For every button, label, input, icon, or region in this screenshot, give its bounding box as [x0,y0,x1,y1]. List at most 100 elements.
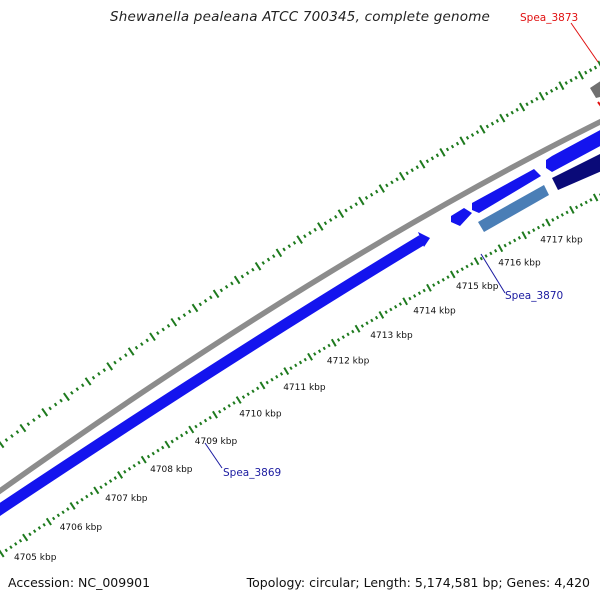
outer-tick [385,183,389,188]
gene-gray[interactable] [590,80,600,98]
tick-label: 4716 kbp [498,258,541,268]
outer-tick [275,248,283,258]
inner-tick [470,262,474,266]
inner-tick [104,482,108,486]
inner-tick [298,360,303,365]
inner-tick [422,288,426,293]
inner-tick [346,332,350,337]
inner-tick [465,264,469,269]
outer-tick [597,60,600,67]
inner-tick [85,494,89,499]
outer-tick [161,327,165,332]
outer-tick [113,360,117,365]
outer-tick [106,362,114,371]
inner-tick [132,463,136,468]
outer-tick [390,180,394,185]
inner-tick [127,466,132,471]
inner-tick [536,225,541,230]
outer-tick [245,271,250,276]
inner-tick [180,433,184,438]
inner-tick [93,486,100,495]
outer-tick [292,240,297,245]
inner-tick [251,389,255,394]
inner-tick [317,349,322,353]
label-spea-3870[interactable]: Spea_3870 [505,290,563,302]
gene-navy[interactable] [552,152,600,190]
inner-tick [532,228,536,232]
outer-tick [515,107,519,112]
gene-steel-block[interactable] [478,185,549,232]
outer-tick [593,65,598,70]
inner-tick [51,516,56,521]
outer-tick [435,153,440,158]
outer-tick [134,345,139,350]
outer-tick [530,99,534,104]
inner-tick [170,439,174,444]
gene-spea-3869[interactable] [0,235,425,516]
outer-tick [584,70,588,75]
outer-tick [485,124,490,129]
outer-tick [549,89,554,93]
outer-tick [127,347,135,356]
inner-tick [75,501,80,505]
tick-label: 4708 kbp [150,465,193,475]
inner-tick [575,205,579,210]
inner-tick [22,533,29,542]
inner-tick [378,311,385,319]
gene-upper-right[interactable] [546,128,600,172]
outer-tick [510,110,514,115]
label-spea-3869[interactable]: Spea_3869 [223,467,281,479]
inner-tick [389,307,393,312]
leader-spea-3873 [570,22,599,63]
outer-tick [569,78,573,83]
inner-tick [307,352,313,361]
outer-tick [378,184,385,193]
inner-tick [584,200,588,205]
outer-tick [91,375,96,380]
outer-tick [282,247,286,252]
gene-spea-3869-arrowhead [418,232,430,247]
gene-spea-3870[interactable] [472,169,541,213]
inner-tick [188,425,195,434]
outer-tick [425,159,430,164]
inner-tick [417,291,422,295]
inner-tick [199,421,203,426]
outer-tick [574,75,578,80]
outer-tick [564,81,568,85]
outer-tick [32,418,36,422]
inner-tick [203,418,208,423]
outer-tick [558,81,565,91]
inner-tick [455,270,460,274]
inner-tick [432,283,436,287]
inner-tick [370,318,374,323]
outer-tick [519,102,526,112]
inner-tick [184,430,189,435]
tick-label: 4706 kbp [60,523,103,533]
outer-tick [455,141,460,146]
outer-tick [170,317,178,327]
inner-tick [246,392,250,396]
outer-tick [75,387,80,391]
outer-tick [364,195,369,200]
inner-tick [303,357,307,362]
outer-tick [354,202,358,207]
outer-tick [459,136,466,146]
outer-tick [410,168,414,173]
outer-tick [209,295,213,300]
gene-small-arrow[interactable] [451,208,472,226]
outer-tick [166,323,171,328]
outer-tick [191,303,199,313]
outer-tick [15,430,20,434]
inner-tick [327,343,331,348]
inner-tick [232,401,236,405]
label-spea-3873[interactable]: Spea_3873 [520,12,578,24]
outer-tick [26,422,31,426]
inner-tick [565,210,569,215]
outer-tick [19,423,27,433]
inner-tick [551,218,555,222]
inner-tick [446,275,450,279]
inner-tick [235,396,242,404]
outer-tick [358,196,365,206]
outer-tick [182,313,187,317]
